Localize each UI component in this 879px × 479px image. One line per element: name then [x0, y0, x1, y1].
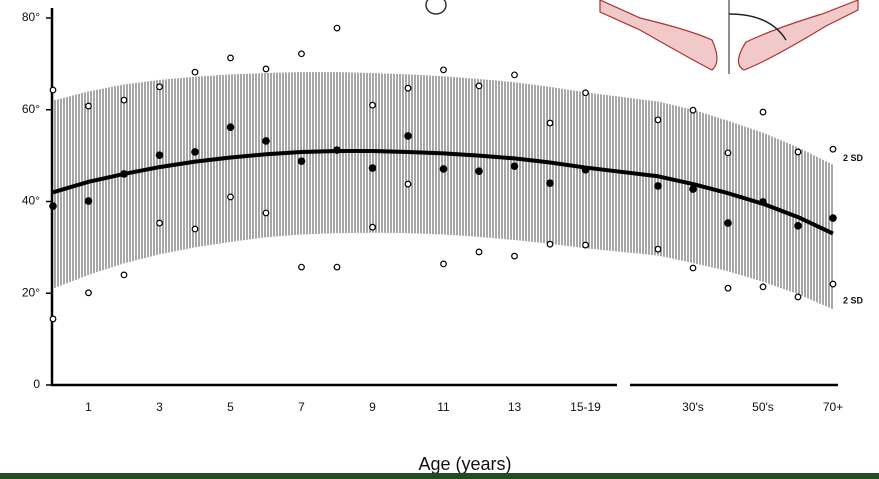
open-point	[85, 289, 92, 297]
mean-point	[794, 222, 802, 230]
open-point	[85, 102, 92, 110]
mean-point	[333, 146, 341, 154]
open-point	[689, 264, 697, 272]
x-axis-title: Age (years)	[418, 454, 511, 474]
open-point	[546, 119, 554, 127]
open-point	[829, 145, 837, 153]
open-point	[227, 54, 234, 62]
open-point	[404, 180, 412, 188]
axes	[50, 8, 838, 387]
x-tick-label: 9	[369, 400, 376, 414]
mean-point	[155, 151, 164, 159]
mean-point	[546, 179, 554, 187]
mean-point	[84, 197, 93, 205]
x-tick-label: 11	[437, 400, 450, 414]
open-point	[511, 71, 518, 79]
mean-point	[759, 198, 767, 206]
mean-point	[404, 132, 412, 140]
open-point	[191, 225, 199, 233]
open-point	[724, 149, 732, 157]
mean-point	[297, 157, 306, 165]
x-tick-label: 3	[156, 400, 163, 414]
open-point	[298, 50, 305, 58]
x-tick-label: 50's	[752, 400, 774, 414]
open-point	[262, 209, 270, 217]
open-point	[369, 223, 376, 231]
mean-point	[510, 162, 519, 170]
open-point	[49, 315, 57, 323]
mean-point	[475, 167, 483, 176]
y-tick-label: 20°	[22, 285, 40, 299]
mean-point	[654, 182, 662, 190]
band-label: 2 SD	[843, 153, 864, 163]
open-point	[49, 86, 57, 94]
open-point	[120, 96, 128, 104]
y-tick-label: 40°	[22, 194, 40, 208]
open-point	[298, 263, 305, 271]
mean-point	[120, 170, 128, 178]
mean-point	[829, 214, 837, 222]
open-point	[794, 293, 802, 301]
open-point	[227, 193, 234, 201]
mean-point	[689, 185, 697, 193]
x-tick-label: 15-19	[570, 400, 601, 414]
open-point	[759, 283, 767, 291]
mean-point	[226, 123, 235, 131]
x-tick-label: 13	[508, 400, 522, 414]
open-point	[759, 108, 767, 116]
y-tick-label: 80°	[22, 10, 40, 24]
open-point	[582, 241, 589, 249]
x-tick-label: 30's	[682, 400, 704, 414]
mean-point	[724, 219, 732, 227]
mean-point	[581, 166, 590, 174]
open-point	[794, 148, 802, 156]
x-tick-label: 5	[227, 400, 234, 414]
x-tick-label: 70+	[823, 400, 843, 414]
mean-point	[439, 165, 448, 173]
open-point	[511, 252, 518, 260]
open-point	[654, 116, 662, 124]
open-point	[724, 284, 732, 292]
open-point	[689, 106, 697, 114]
mean-point	[262, 137, 270, 145]
open-point	[475, 248, 483, 256]
sd-band	[53, 72, 833, 310]
open-point	[475, 82, 483, 90]
open-point	[333, 263, 341, 271]
open-point	[440, 260, 447, 268]
open-point	[440, 66, 447, 74]
mean-point	[368, 164, 377, 172]
x-tick-label: 7	[298, 400, 305, 414]
fit-curve	[52, 149, 834, 236]
open-point	[582, 89, 589, 97]
band-label: 2 SD	[843, 296, 864, 306]
open-point	[369, 101, 376, 109]
open-point	[156, 83, 163, 91]
open-point	[120, 271, 128, 279]
open-point	[654, 245, 662, 253]
decoration	[425, 0, 859, 74]
footer-bar	[0, 473, 879, 479]
open-point	[156, 219, 163, 227]
open-point	[262, 65, 270, 73]
mean-point	[191, 148, 199, 156]
mean-point	[49, 202, 57, 210]
open-point	[404, 84, 412, 92]
open-point	[333, 24, 341, 32]
x-tick-label: 1	[85, 400, 92, 414]
y-tick-label: 0	[33, 377, 40, 391]
open-point	[191, 68, 199, 76]
open-point	[546, 240, 554, 248]
y-tick-label: 60°	[22, 102, 40, 116]
open-point	[829, 280, 837, 288]
